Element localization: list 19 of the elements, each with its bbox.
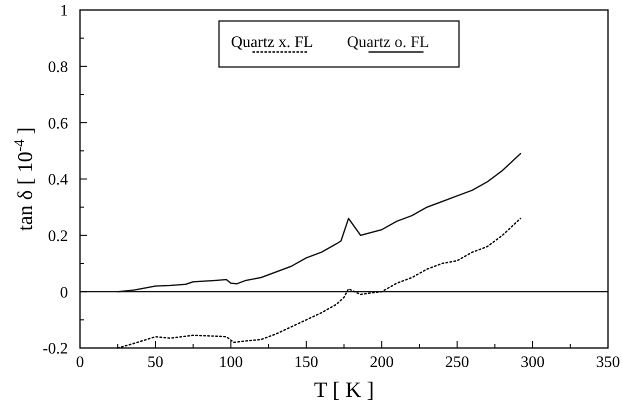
y-tick-label: 0.8 (48, 58, 68, 76)
x-tick-label: 0 (76, 354, 84, 371)
x-tick-label: 100 (218, 354, 243, 371)
y-tick-label: -0.2 (42, 340, 68, 358)
text: Quartz x. FL (231, 34, 314, 51)
y-tick-label: 0.4 (48, 172, 68, 189)
x-tick-label: 200 (370, 354, 394, 371)
x-tick-label: 50 (147, 354, 164, 371)
y-tick-label: 0 (60, 284, 68, 302)
x-tick-label: 300 (520, 354, 545, 371)
x-tick-label: 250 (445, 354, 470, 371)
x-tick-label: 350 (596, 354, 620, 371)
y-tick-label: 0.2 (48, 228, 68, 245)
y-tick-label: 1 (60, 2, 68, 20)
y-tick-label: 0.6 (48, 115, 68, 132)
x-axis-title: T [ K ] (314, 377, 374, 402)
line-series (117, 152, 522, 292)
text: Quartz o. FL (347, 34, 430, 51)
x-tick-label: 150 (294, 354, 318, 371)
